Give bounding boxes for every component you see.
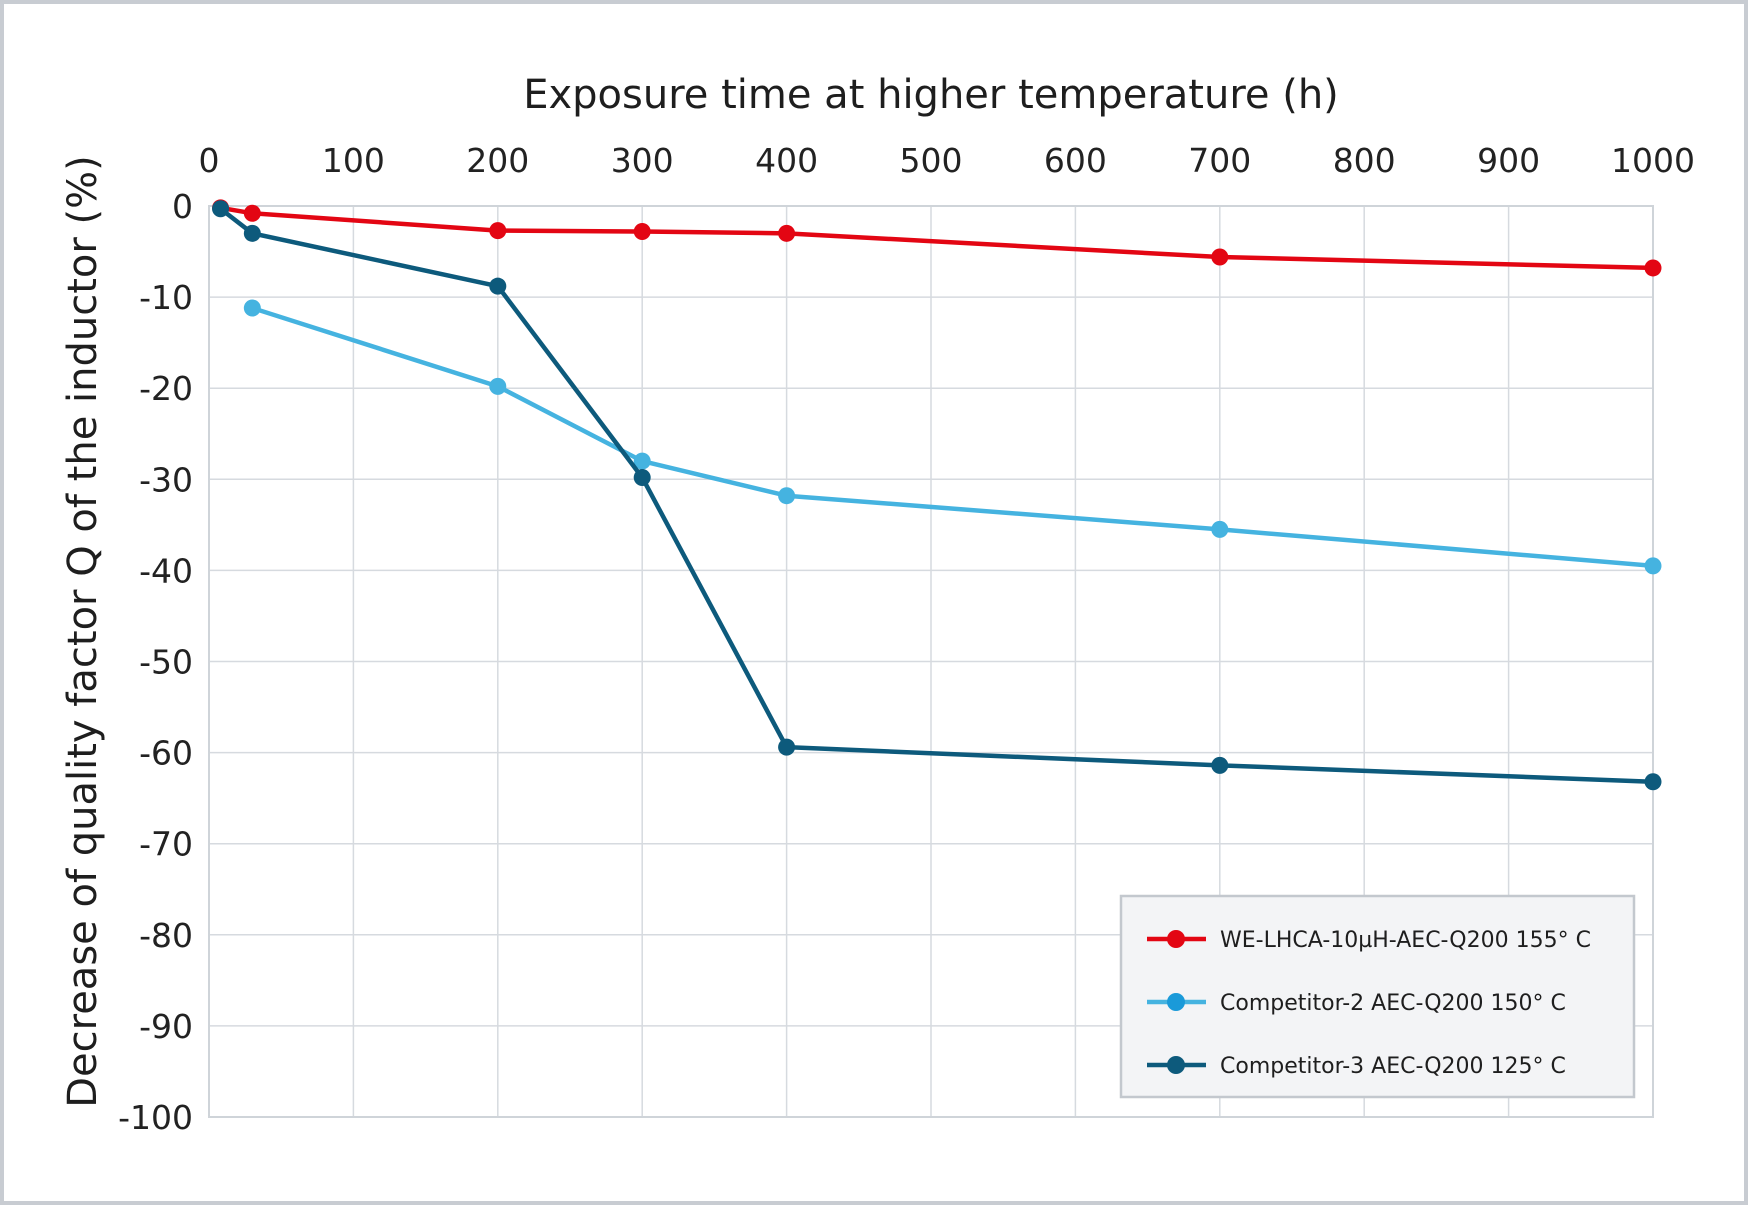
x-tick-label: 100 xyxy=(322,141,385,180)
y-tick-label: -70 xyxy=(139,825,193,864)
data-point xyxy=(243,204,261,222)
data-point xyxy=(1211,248,1229,266)
legend-label: WE-LHCA-10µH-AEC-Q200 155° C xyxy=(1220,928,1591,953)
x-tick-label: 300 xyxy=(611,141,674,180)
legend-swatch-marker xyxy=(1167,930,1185,948)
x-tick-labels: 0 100 200 300 400 500 600 700 800 900 1000 xyxy=(199,141,1695,180)
data-point xyxy=(1644,557,1662,575)
data-point xyxy=(212,200,230,218)
data-point xyxy=(778,738,796,756)
series-line xyxy=(250,305,1656,569)
legend: WE-LHCA-10µH-AEC-Q200 155° C Competitor-2… xyxy=(1119,894,1636,1099)
data-point xyxy=(489,277,507,295)
y-tick-label: -60 xyxy=(139,734,193,773)
plot-area-border xyxy=(208,205,1654,1118)
series-3 xyxy=(212,200,1662,791)
x-tick-label: 1000 xyxy=(1611,141,1695,180)
data-point xyxy=(633,468,651,486)
legend-swatch-marker xyxy=(1167,1056,1185,1074)
axes xyxy=(208,205,1654,1118)
data-point xyxy=(243,224,261,242)
y-axis-title: Decrease of quality factor Q of the indu… xyxy=(60,155,106,1108)
x-tick-label: 800 xyxy=(1333,141,1396,180)
x-tick-label: 400 xyxy=(755,141,818,180)
x-tick-label: 200 xyxy=(466,141,529,180)
y-tick-label: -80 xyxy=(139,916,193,955)
data-point xyxy=(1644,259,1662,277)
legend-item: WE-LHCA-10µH-AEC-Q200 155° C xyxy=(1147,928,1591,953)
x-tick-label: 900 xyxy=(1477,141,1540,180)
series-2 xyxy=(243,299,1662,575)
x-tick-label: 500 xyxy=(900,141,963,180)
x-tick-label: 600 xyxy=(1044,141,1107,180)
data-point xyxy=(489,377,507,395)
y-tick-label: -90 xyxy=(139,1007,193,1046)
data-point xyxy=(243,299,261,317)
y-tick-label: 0 xyxy=(172,187,193,226)
y-tick-label: -30 xyxy=(139,460,193,499)
legend-swatch-marker xyxy=(1167,993,1185,1011)
data-point xyxy=(1644,773,1662,791)
data-point xyxy=(778,487,796,505)
data-point xyxy=(778,224,796,242)
y-tick-label: -100 xyxy=(118,1098,193,1137)
legend-item: Competitor-3 AEC-Q200 125° C xyxy=(1147,1054,1566,1079)
data-point xyxy=(489,222,507,240)
y-tick-label: -20 xyxy=(139,369,193,408)
legend-box xyxy=(1119,894,1636,1099)
x-tick-label: 700 xyxy=(1188,141,1251,180)
data-point xyxy=(1211,756,1229,774)
legend-label: Competitor-2 AEC-Q200 150° C xyxy=(1220,991,1566,1016)
y-tick-labels: 0 -10 -20 -30 -40 -50 -60 -70 -80 -90 -100 xyxy=(118,187,193,1137)
y-tick-label: -10 xyxy=(139,278,193,317)
data-point xyxy=(633,223,651,241)
series-line xyxy=(218,206,1656,785)
series xyxy=(212,199,1662,791)
y-tick-label: -50 xyxy=(139,643,193,682)
x-axis-title: Exposure time at higher temperature (h) xyxy=(523,72,1339,118)
legend-item: Competitor-2 AEC-Q200 150° C xyxy=(1147,991,1566,1016)
x-tick-label: 0 xyxy=(199,141,220,180)
series-1 xyxy=(212,199,1662,277)
data-point xyxy=(633,452,651,470)
data-point xyxy=(1211,520,1229,538)
series-line xyxy=(218,205,1656,271)
y-tick-label: -40 xyxy=(139,551,193,590)
legend-label: Competitor-3 AEC-Q200 125° C xyxy=(1220,1054,1566,1079)
